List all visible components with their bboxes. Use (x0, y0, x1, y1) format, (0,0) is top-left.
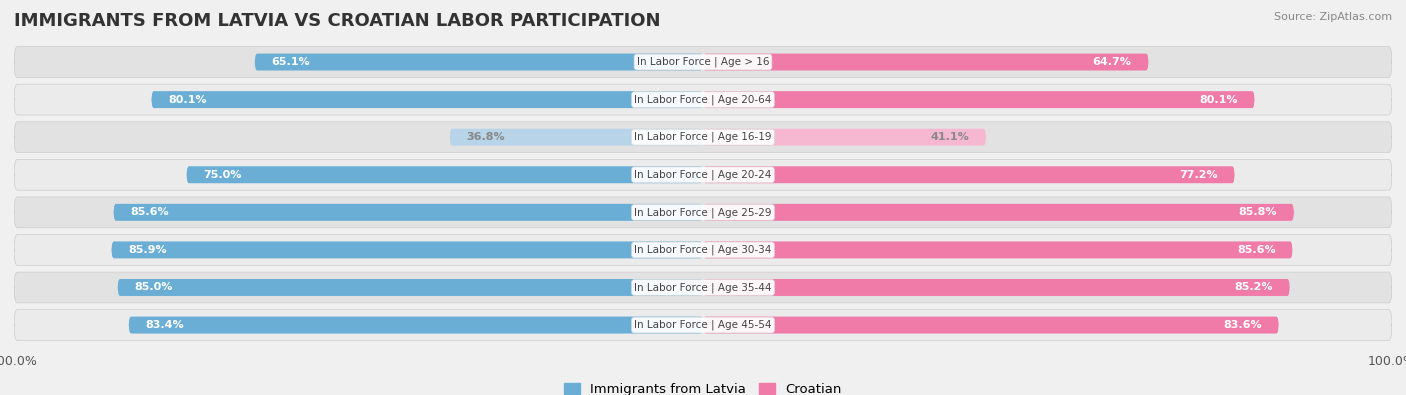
FancyBboxPatch shape (703, 91, 1254, 108)
Text: In Labor Force | Age 20-24: In Labor Force | Age 20-24 (634, 169, 772, 180)
FancyBboxPatch shape (117, 279, 703, 296)
FancyBboxPatch shape (14, 122, 1392, 152)
FancyBboxPatch shape (703, 54, 1149, 71)
FancyBboxPatch shape (14, 310, 1392, 340)
FancyBboxPatch shape (703, 129, 986, 146)
Text: In Labor Force | Age 20-64: In Labor Force | Age 20-64 (634, 94, 772, 105)
Text: 65.1%: 65.1% (271, 57, 311, 67)
Text: 85.2%: 85.2% (1234, 282, 1272, 292)
Text: In Labor Force | Age 30-34: In Labor Force | Age 30-34 (634, 245, 772, 255)
Legend: Immigrants from Latvia, Croatian: Immigrants from Latvia, Croatian (564, 384, 842, 395)
Text: 64.7%: 64.7% (1092, 57, 1132, 67)
FancyBboxPatch shape (14, 84, 1392, 115)
Text: 80.1%: 80.1% (169, 95, 207, 105)
Text: 75.0%: 75.0% (204, 170, 242, 180)
FancyBboxPatch shape (14, 159, 1392, 190)
FancyBboxPatch shape (703, 241, 1292, 258)
Text: IMMIGRANTS FROM LATVIA VS CROATIAN LABOR PARTICIPATION: IMMIGRANTS FROM LATVIA VS CROATIAN LABOR… (14, 12, 661, 30)
Text: 85.0%: 85.0% (135, 282, 173, 292)
FancyBboxPatch shape (186, 166, 703, 183)
FancyBboxPatch shape (128, 316, 703, 333)
FancyBboxPatch shape (703, 279, 1289, 296)
Text: 77.2%: 77.2% (1180, 170, 1218, 180)
Text: In Labor Force | Age 45-54: In Labor Force | Age 45-54 (634, 320, 772, 330)
FancyBboxPatch shape (703, 204, 1294, 221)
Text: 85.9%: 85.9% (128, 245, 167, 255)
FancyBboxPatch shape (152, 91, 703, 108)
FancyBboxPatch shape (111, 241, 703, 258)
Text: In Labor Force | Age 16-19: In Labor Force | Age 16-19 (634, 132, 772, 143)
Text: 85.8%: 85.8% (1239, 207, 1277, 217)
FancyBboxPatch shape (14, 47, 1392, 77)
Text: 85.6%: 85.6% (131, 207, 169, 217)
Text: In Labor Force | Age > 16: In Labor Force | Age > 16 (637, 57, 769, 67)
Text: In Labor Force | Age 35-44: In Labor Force | Age 35-44 (634, 282, 772, 293)
Text: 85.6%: 85.6% (1237, 245, 1275, 255)
FancyBboxPatch shape (703, 316, 1279, 333)
Text: 83.6%: 83.6% (1223, 320, 1261, 330)
FancyBboxPatch shape (703, 166, 1234, 183)
Text: 83.4%: 83.4% (146, 320, 184, 330)
FancyBboxPatch shape (14, 272, 1392, 303)
FancyBboxPatch shape (254, 54, 703, 71)
FancyBboxPatch shape (14, 197, 1392, 228)
Text: 80.1%: 80.1% (1199, 95, 1237, 105)
FancyBboxPatch shape (114, 204, 703, 221)
Text: Source: ZipAtlas.com: Source: ZipAtlas.com (1274, 12, 1392, 22)
Text: In Labor Force | Age 25-29: In Labor Force | Age 25-29 (634, 207, 772, 218)
Text: 41.1%: 41.1% (931, 132, 969, 142)
FancyBboxPatch shape (450, 129, 703, 146)
FancyBboxPatch shape (14, 235, 1392, 265)
Text: 36.8%: 36.8% (467, 132, 505, 142)
